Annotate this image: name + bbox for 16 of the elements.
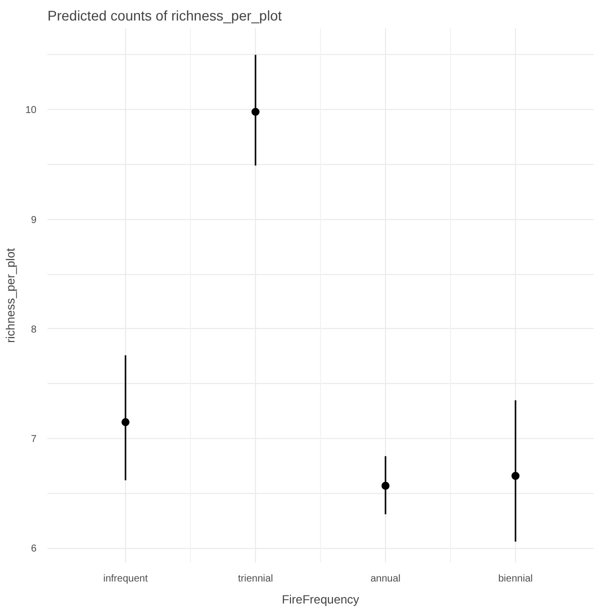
y-tick-label: 6 <box>30 544 37 555</box>
point <box>512 472 520 480</box>
point <box>122 418 130 426</box>
point <box>382 482 390 490</box>
y-tick-label: 7 <box>30 434 37 446</box>
y-tick-label: 9 <box>30 214 37 226</box>
y-axis-title: richness_per_plot <box>3 247 18 343</box>
y-tick-label: 8 <box>30 324 37 336</box>
x-tick-label: annual <box>370 574 401 584</box>
x-tick-label: triennial <box>238 574 274 584</box>
y-tick-label: 10 <box>25 105 37 116</box>
x-tick-label: biennial <box>498 574 533 584</box>
chart-title: Predicted counts of richness_per_plot <box>48 8 282 24</box>
x-tick-label: infrequent <box>103 574 148 584</box>
point <box>252 108 260 116</box>
x-axis-title: FireFrequency <box>282 592 360 606</box>
